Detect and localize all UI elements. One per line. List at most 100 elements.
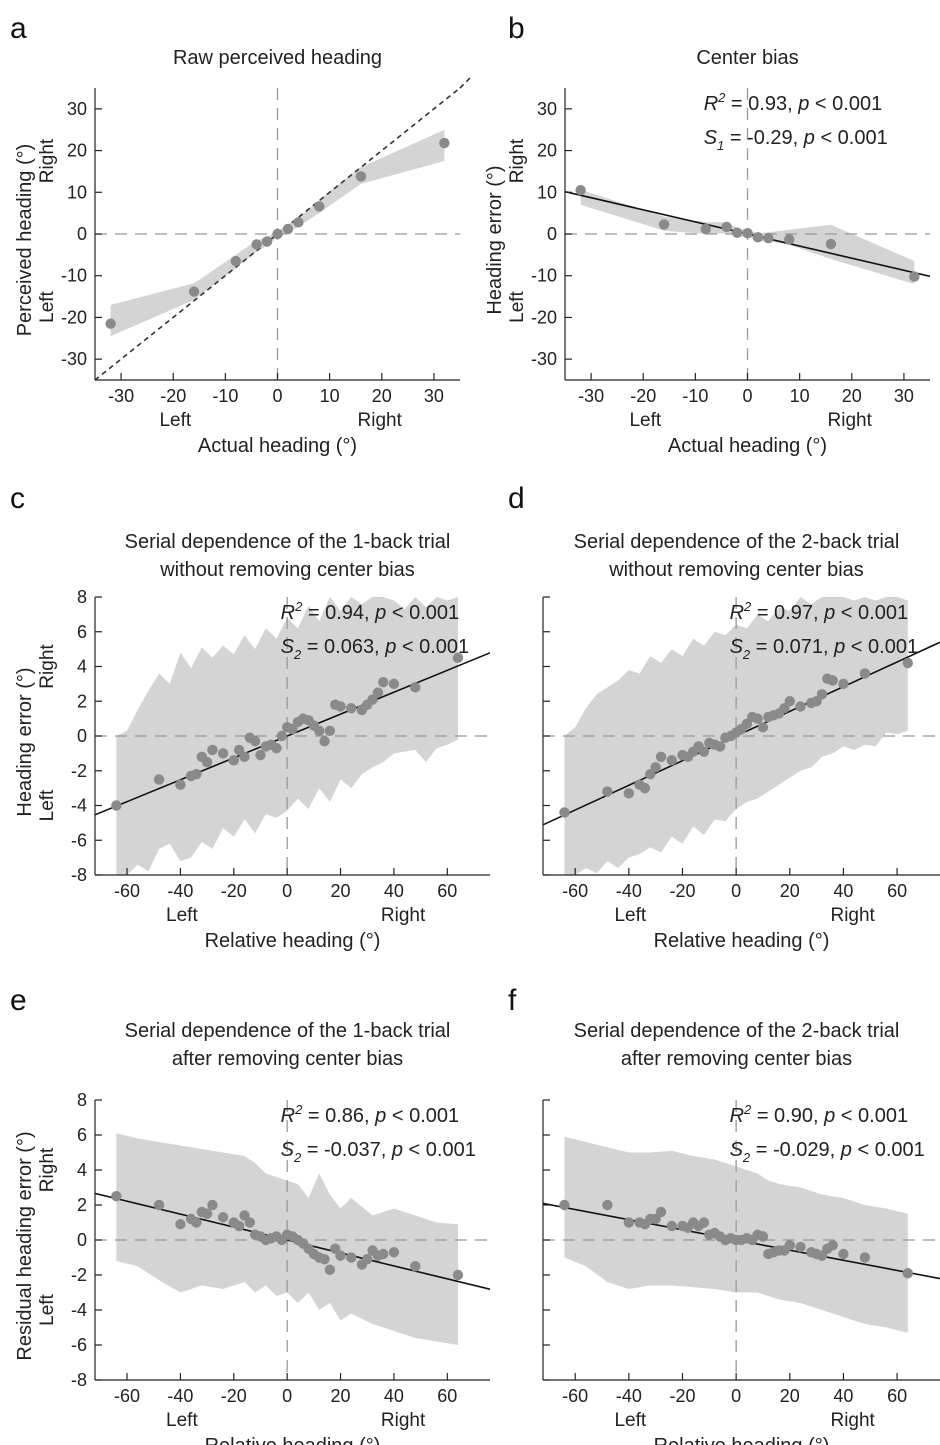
data-point: [859, 668, 871, 679]
x-tick-label: -40: [616, 1386, 642, 1406]
data-point: [346, 1252, 357, 1263]
stat-value: = 0.94,: [302, 602, 375, 624]
data-point: [795, 1241, 806, 1253]
panel-c: c Serial dependence of the 1-back trial wi…: [10, 482, 490, 952]
data-point: [251, 239, 262, 250]
x-tick-label: -60: [562, 1386, 588, 1406]
x-tick-label: -10: [682, 386, 708, 406]
data-point: [153, 774, 165, 785]
x-tick-label: 20: [331, 881, 351, 901]
data-point: [700, 223, 711, 235]
stat-subscript: 1: [717, 138, 724, 153]
x-tick-label: 0: [731, 1386, 741, 1406]
x-dir-left-label: Left: [614, 905, 646, 926]
stat-subscript: 2: [742, 647, 751, 662]
stat-annotation: R2 = 0.97, p < 0.001: [730, 599, 909, 624]
y-dir-left-label: Left: [507, 290, 528, 322]
y-tick-label: -6: [71, 1335, 87, 1355]
x-tick-label: 40: [833, 881, 853, 901]
stat-p-value: < 0.001: [852, 1139, 925, 1161]
x-tick-label: 20: [372, 386, 392, 406]
x-dir-right-label: Right: [828, 410, 873, 431]
x-axis-label: Relative heading (°): [654, 930, 830, 952]
data-point: [902, 657, 914, 669]
x-tick-label: -10: [212, 386, 238, 406]
data-point: [282, 223, 294, 235]
x-dir-right-label: Right: [358, 410, 403, 431]
x-tick-label: 60: [887, 881, 907, 901]
stat-symbol: S: [281, 1139, 295, 1161]
data-point: [378, 676, 389, 688]
data-point: [319, 1254, 330, 1265]
data-point: [698, 746, 710, 757]
x-tick-label: 20: [842, 386, 862, 406]
x-tick-label: -30: [108, 386, 134, 406]
stat-p-value: < 0.001: [396, 636, 469, 658]
x-tick-label: 60: [437, 1386, 457, 1406]
data-point: [362, 1254, 373, 1265]
x-tick-label: -20: [669, 881, 695, 901]
chart-title: Serial dependence of the 1-back trial: [125, 531, 451, 553]
stat-p-value: < 0.001: [845, 636, 918, 658]
stat-value: = -0.029,: [750, 1139, 841, 1161]
stat-value: = 0.071,: [750, 636, 834, 658]
data-point: [838, 678, 849, 690]
y-tick-label: -8: [71, 865, 87, 885]
confidence-band: [580, 189, 915, 285]
stat-annotation: R2 = 0.94, p < 0.001: [281, 599, 460, 624]
y-tick-label: 8: [77, 587, 87, 607]
y-tick-label: -4: [71, 1300, 87, 1320]
data-point: [201, 756, 213, 768]
y-tick-label: 2: [77, 1195, 87, 1215]
data-point: [175, 779, 186, 790]
stat-p-value: < 0.001: [809, 93, 882, 115]
y-tick-label: 6: [77, 622, 87, 642]
panel-letter: f: [508, 984, 517, 1017]
data-point: [658, 219, 670, 230]
y-tick-label: 0: [77, 726, 87, 746]
x-tick-label: 0: [282, 1386, 292, 1406]
chart-title: without removing center bias: [159, 559, 415, 581]
data-point: [909, 271, 920, 282]
data-point: [650, 762, 661, 773]
panel-f: f Serial dependence of the 2-back trial af…: [508, 984, 940, 1445]
data-point: [602, 786, 613, 797]
data-point: [191, 1217, 202, 1228]
y-tick-label: -8: [71, 1370, 87, 1390]
chart-title: Raw perceived heading: [173, 47, 382, 69]
data-point: [731, 227, 743, 238]
data-point: [313, 725, 325, 736]
data-point: [230, 255, 241, 267]
stat-superscript: 2: [294, 599, 303, 614]
panel-letter: b: [508, 12, 525, 45]
x-tick-label: -60: [114, 1386, 140, 1406]
stat-value: = 0.86,: [302, 1105, 375, 1127]
x-dir-right-label: Right: [381, 905, 426, 926]
stat-symbol: S: [704, 127, 718, 149]
y-tick-label: 6: [77, 1125, 87, 1145]
chart-title: Serial dependence of the 2-back trial: [574, 1020, 900, 1042]
stat-p-symbol: p: [823, 602, 835, 624]
panel-e: e Serial dependence of the 1-back trial af…: [10, 984, 490, 1445]
panel-letter: c: [10, 482, 25, 515]
x-tick-label: -40: [167, 881, 193, 901]
y-axis-label: Heading error (°): [484, 165, 506, 314]
x-axis-label: Actual heading (°): [668, 435, 827, 457]
data-point: [207, 1199, 218, 1211]
stat-subscript: 2: [293, 647, 302, 662]
x-tick-label: -20: [630, 386, 656, 406]
data-point: [217, 1212, 229, 1223]
x-tick-label: 40: [384, 881, 404, 901]
data-point: [271, 742, 282, 754]
data-point: [623, 1217, 635, 1228]
data-point: [201, 1208, 213, 1219]
x-axis-label: Actual heading (°): [198, 435, 357, 457]
y-axis-label: Perceived heading (°): [14, 144, 36, 337]
y-dir-right-label: Right: [37, 644, 58, 689]
y-dir-left-label: Left: [37, 1293, 58, 1325]
data-point: [233, 1220, 245, 1232]
y-axis-label: Residual heading error (°): [14, 1131, 36, 1360]
y-tick-label: 30: [67, 99, 87, 119]
x-dir-right-label: Right: [830, 1410, 875, 1431]
chart-title: after removing center bias: [621, 1048, 852, 1070]
